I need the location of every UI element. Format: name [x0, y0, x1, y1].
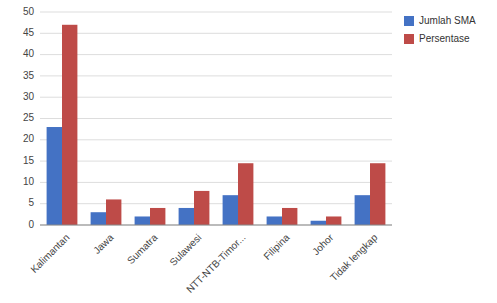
x-tick-label: NTT-NTB-Timor... [184, 232, 247, 295]
grid-line [40, 75, 392, 76]
y-tick-label: 5 [28, 197, 34, 208]
bar: Jumlah SMA — Jawa: 3 [91, 212, 106, 225]
x-tick-label: Tidak lengkap [328, 231, 380, 283]
x-axis-line [40, 225, 392, 226]
bar: Jumlah SMA — Sulawesi: 4 [179, 208, 194, 225]
grid-line [40, 118, 392, 119]
x-tick-label: Jawa [91, 231, 116, 256]
legend-swatch [404, 34, 414, 44]
x-tick-label: Filipina [261, 231, 291, 261]
legend: Jumlah SMA Persentase [404, 15, 476, 44]
bars: Jumlah SMA — Kalimantan: 23 Jumlah SMA — … [47, 25, 386, 225]
bar: Jumlah SMA — Filipina: 2 [267, 216, 282, 225]
bar: Persentase — Tidak lengkap: 14.5 [370, 163, 385, 225]
grid-line [40, 12, 392, 13]
y-tick-label: 45 [23, 27, 35, 38]
y-tick-label: 25 [23, 112, 35, 123]
y-axis: 0 5 10 15 20 25 30 35 40 45 50 [23, 6, 35, 230]
y-tick-label: 30 [23, 91, 35, 102]
y-tick-label: 35 [23, 70, 35, 81]
legend-label: Jumlah SMA [419, 15, 476, 26]
bar: Jumlah SMA — Sumatra: 2 [135, 216, 150, 225]
bar: Jumlah SMA — NTT-NTB-Timor...: 7 [223, 195, 238, 225]
x-tick-label: Sumatra [125, 231, 160, 266]
bar: Persentase — Jawa: 6 [106, 199, 121, 225]
x-tick-label: Johor [310, 231, 336, 257]
y-tick-label: 0 [28, 219, 34, 230]
chart-container: 0 5 10 15 20 25 30 35 40 45 50 Jumlah SMA — Kaliman… [0, 0, 497, 303]
legend-swatch [404, 16, 414, 26]
grid-line [40, 161, 392, 162]
grid-line [40, 182, 392, 183]
y-tick-label: 50 [23, 6, 35, 17]
y-tick-label: 10 [23, 176, 35, 187]
bar: Persentase — Johor: 2 [326, 216, 341, 225]
bar: Jumlah SMA — Kalimantan: 23 [47, 127, 62, 225]
grid-line [40, 33, 392, 34]
grid-line [40, 97, 392, 98]
x-tick-label: Sulawesi [167, 232, 203, 268]
bar: Persentase — Sumatra: 4 [150, 208, 165, 225]
grid-line [40, 225, 392, 226]
y-tick-label: 20 [23, 133, 35, 144]
chart-svg: 0 5 10 15 20 25 30 35 40 45 50 Jumlah SMA — Kaliman… [0, 0, 497, 303]
grid [40, 12, 392, 225]
grid-line [40, 203, 392, 204]
bar: Jumlah SMA — Johor: 1 [311, 221, 326, 225]
bar: Persentase — NTT-NTB-Timor...: 14.5 [238, 163, 253, 225]
grid-line [40, 139, 392, 140]
x-axis: Kalimantan Jawa SumatraSulawesiNTT-NTB-Tim… [28, 231, 379, 295]
legend-label: Persentase [419, 33, 470, 44]
y-tick-label: 15 [23, 155, 35, 166]
bar: Jumlah SMA — Tidak lengkap: 7 [355, 195, 370, 225]
y-tick-label: 40 [23, 48, 35, 59]
bar: Persentase — Sulawesi: 8 [194, 191, 209, 225]
grid-line [40, 54, 392, 55]
bar: Persentase — Kalimantan: 47 [62, 25, 77, 225]
bar: Persentase — Filipina: 4 [282, 208, 297, 225]
x-tick-label: Kalimantan [28, 232, 71, 275]
